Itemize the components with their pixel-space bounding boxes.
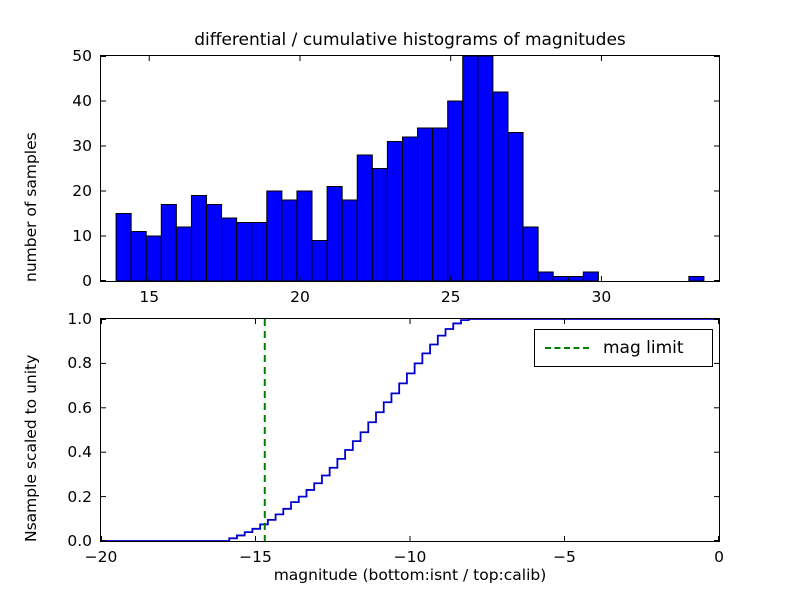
histogram-bar [432,127,449,281]
top-xtick-label: 20 [290,288,310,306]
histogram-bar [175,226,192,281]
histogram-bar [130,231,147,281]
top-ytick-label: 30 [72,137,92,155]
top-xtick-label: 25 [440,288,461,306]
mag-limit-line-swatch [545,347,589,349]
histogram-bar [145,235,162,281]
histogram-bar [266,190,283,281]
histogram-bar [326,186,343,281]
histogram-bar [206,204,223,281]
legend-label-mag-limit: mag limit [603,338,684,358]
figure-title: differential / cumulative histograms of … [194,30,626,50]
bottom-ytick-label: 0.0 [67,532,92,550]
histogram-bar [552,276,569,281]
bottom-ytick-label: 0.8 [67,354,92,373]
top-xtick-label: 15 [139,288,160,306]
cumulative-step-line [101,319,719,541]
bottom-ytick-label: 0.2 [67,487,92,506]
bottom-xtick-label: 0 [714,548,724,566]
histogram-bar [417,127,434,281]
bottom-panel-cumulative-axes: mag limit [100,318,720,542]
histogram-bar [386,141,403,281]
histogram-bar [567,276,584,281]
legend: mag limit [534,329,713,367]
bottom-xtick-label: −15 [239,548,272,566]
bottom-ytick-label: 1.0 [67,310,92,328]
histogram-plot [101,56,719,281]
histogram-bar [221,217,238,281]
histogram-bar [371,168,388,281]
histogram-bar [251,222,268,281]
bottom-panel-ylabel: Nsample scaled to unity [22,354,40,542]
histogram-bar [462,56,479,281]
top-ytick-label: 40 [72,92,92,110]
histogram-bar [190,195,208,281]
bottom-xtick-label: −20 [84,548,118,566]
top-ytick-label: 0 [82,272,92,290]
bottom-xtick-label: −10 [393,548,427,566]
cumulative-plot [101,319,719,541]
histogram-bar [236,222,253,281]
bottom-ytick-label: 0.6 [67,398,92,417]
histogram-bar [311,240,328,281]
histogram-bar [507,132,524,281]
histogram-bar [281,199,298,281]
histogram-bar [447,100,464,281]
top-panel-histogram-axes [100,55,720,282]
histogram-bar [522,226,539,281]
histogram-bar [537,271,554,281]
histogram-bar [160,204,177,281]
histogram-bar [477,56,494,281]
figure-xlabel: magnitude (bottom:isnt / top:calib) [273,566,547,584]
histogram-bar [688,276,705,281]
bottom-ytick-label: 0.4 [67,443,92,462]
top-ytick-label: 10 [72,227,92,245]
histogram-bar [582,271,599,281]
histogram-bar [492,91,509,281]
histogram-bar [296,190,313,281]
top-ytick-label: 20 [72,182,92,200]
bottom-xtick-label: −5 [553,548,576,566]
histogram-bar [356,154,373,281]
top-xtick-label: 30 [591,288,612,306]
top-ytick-label: 50 [72,47,92,65]
histogram-bar [115,213,132,281]
histogram-bar [341,199,358,281]
top-panel-ylabel: number of samples [22,132,40,282]
histogram-bar [401,136,419,281]
